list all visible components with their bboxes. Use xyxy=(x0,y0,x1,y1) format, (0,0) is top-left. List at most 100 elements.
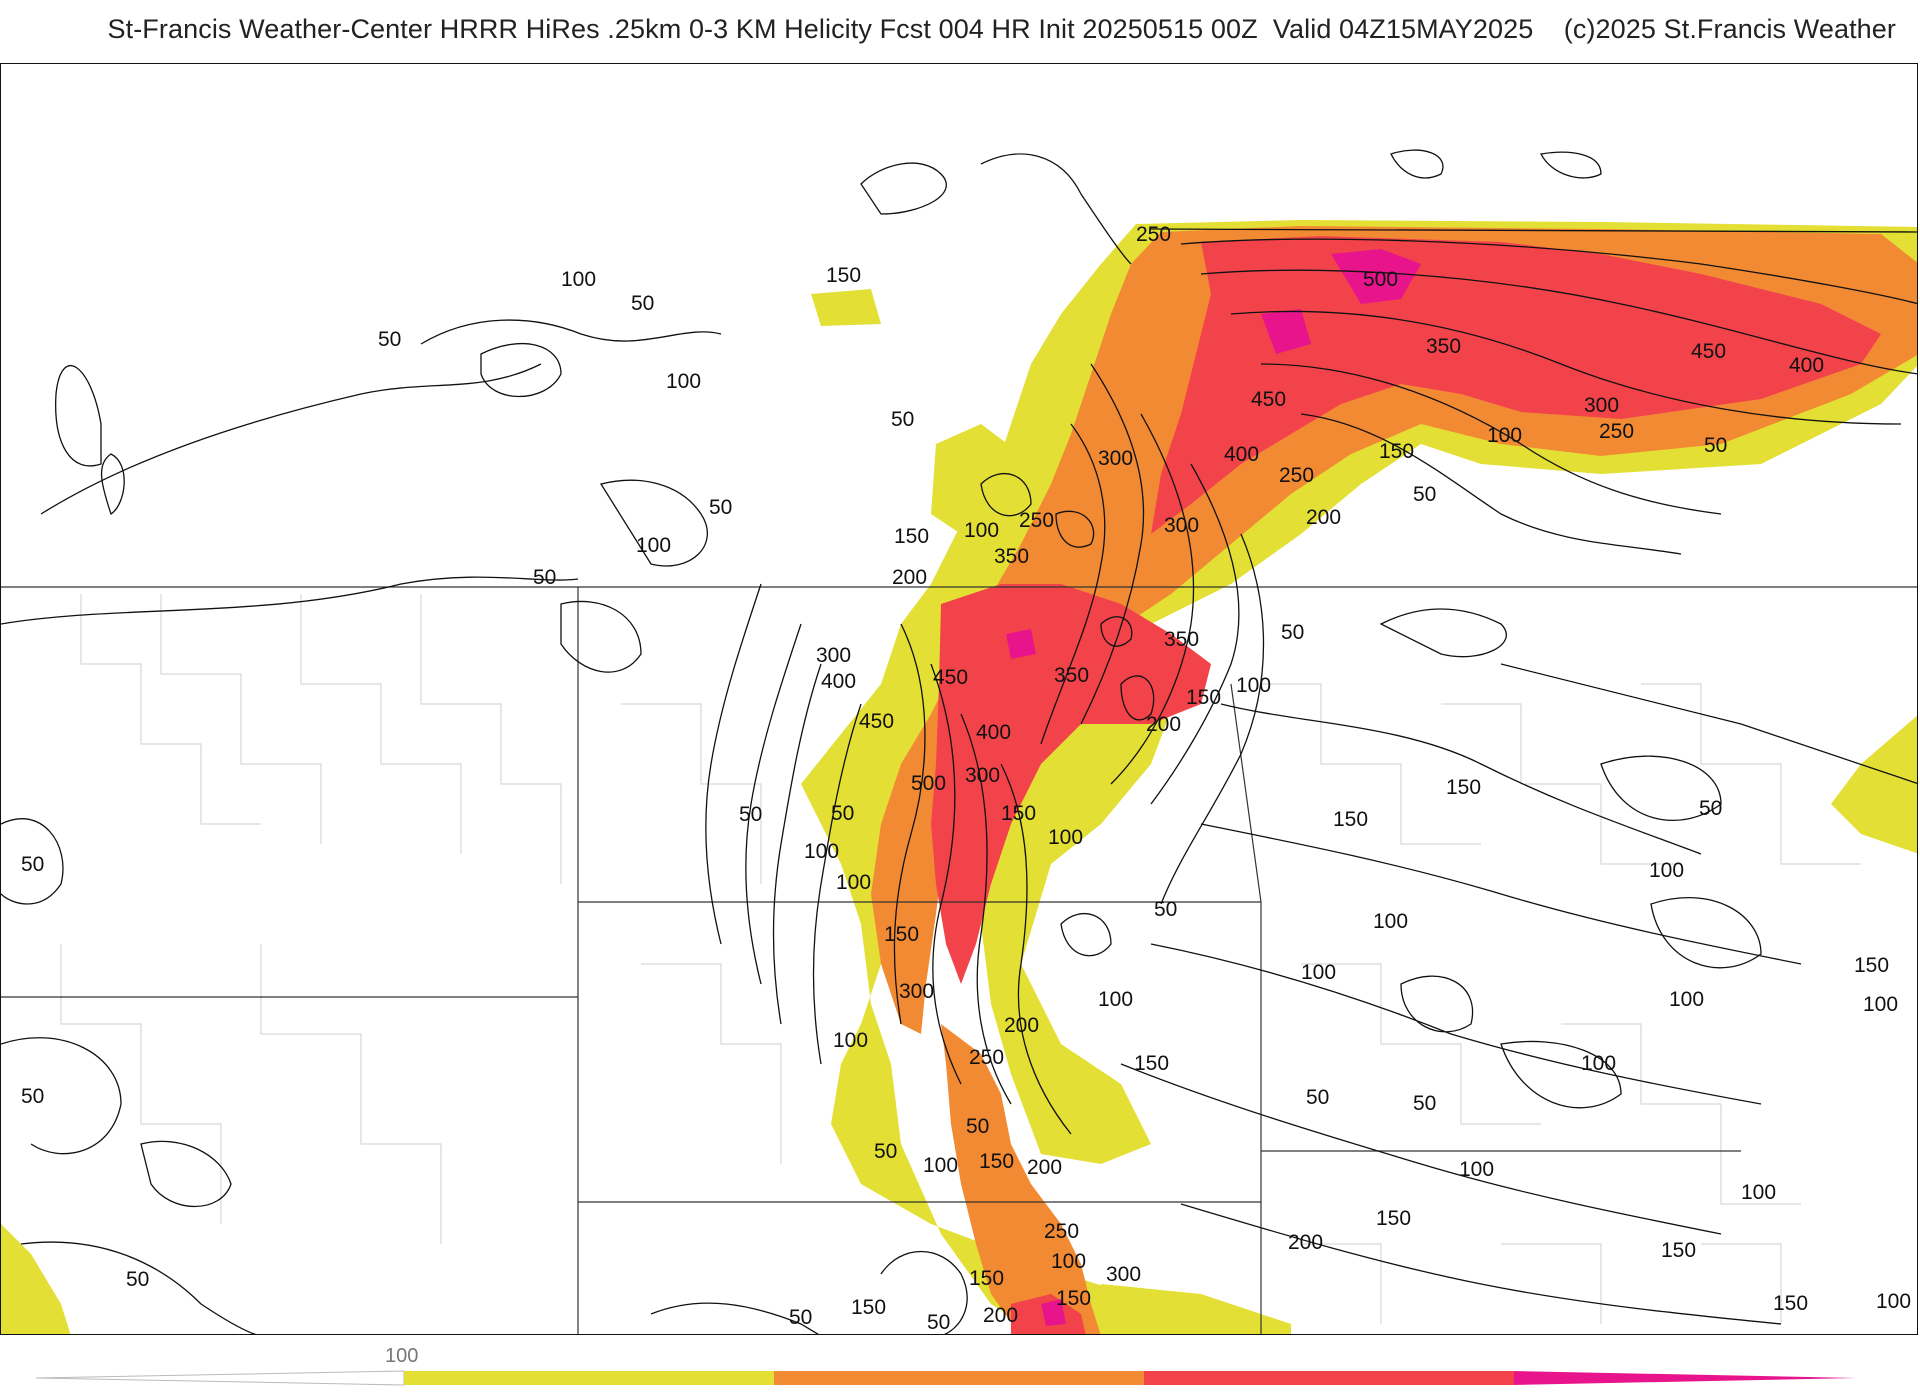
shade-yellow-blob1 xyxy=(811,289,881,326)
contour-label-100: 100 xyxy=(636,534,671,557)
contour-label-50: 50 xyxy=(789,1306,812,1329)
contour-label-300: 300 xyxy=(816,644,851,667)
contour-label-50: 50 xyxy=(831,802,854,825)
contour-label-300: 300 xyxy=(965,764,1000,787)
contour-label-150: 150 xyxy=(884,923,919,946)
contour-label-100: 100 xyxy=(1741,1181,1776,1204)
shade-magenta-2 xyxy=(1261,309,1311,354)
shade-magenta-4 xyxy=(1041,1299,1066,1326)
colorbar-bin-yellow xyxy=(404,1371,774,1385)
colorbar-tick-label: 100 xyxy=(385,1345,419,1367)
contour-label-300: 300 xyxy=(899,980,934,1003)
contour-labels: 250 150 100 50 50 500 350 450 400 100 45… xyxy=(21,223,1911,1334)
contour-label-150: 150 xyxy=(1661,1239,1696,1262)
colorbar-bin-orange xyxy=(774,1371,1144,1385)
contour-label-50: 50 xyxy=(1704,434,1727,457)
shade-magenta-3 xyxy=(1006,629,1036,659)
contour-label-200: 200 xyxy=(1004,1014,1039,1037)
contour-label-500: 500 xyxy=(911,772,946,795)
contour-label-100: 100 xyxy=(1487,424,1522,447)
contour-label-50: 50 xyxy=(631,292,654,315)
colorbar xyxy=(36,1370,1856,1386)
contour-label-100: 100 xyxy=(1098,988,1133,1011)
contour-label-350: 350 xyxy=(994,545,1029,568)
contour-label-250: 250 xyxy=(1044,1220,1079,1243)
contour-label-250: 250 xyxy=(1136,223,1171,246)
contour-label-100: 100 xyxy=(666,370,701,393)
contour-label-50: 50 xyxy=(533,566,556,589)
contour-label-100: 100 xyxy=(561,268,596,291)
contour-label-50: 50 xyxy=(927,1311,950,1334)
shade-magenta-1 xyxy=(1331,249,1421,304)
contour-label-50: 50 xyxy=(1154,898,1177,921)
contour-label-200: 200 xyxy=(983,1304,1018,1327)
helicity-shading xyxy=(1,220,1917,1334)
contour-label-150: 150 xyxy=(894,525,929,548)
shade-yellow-blob2 xyxy=(1101,1284,1291,1334)
contour-label-100: 100 xyxy=(833,1029,868,1052)
contour-label-100: 100 xyxy=(1373,910,1408,933)
contour-label-100: 100 xyxy=(923,1154,958,1177)
contour-label-150: 150 xyxy=(1773,1292,1808,1315)
contour-label-350: 350 xyxy=(1054,664,1089,687)
contour-label-200: 200 xyxy=(1306,506,1341,529)
contour-label-450: 450 xyxy=(933,666,968,689)
contour-label-150: 150 xyxy=(1056,1287,1091,1310)
contour-label-250: 250 xyxy=(969,1046,1004,1069)
contour-label-400: 400 xyxy=(821,670,856,693)
contour-label-400: 400 xyxy=(976,721,1011,744)
contour-label-250: 250 xyxy=(1019,509,1054,532)
contour-label-50: 50 xyxy=(126,1268,149,1291)
contour-label-50: 50 xyxy=(709,496,732,519)
contour-label-250: 250 xyxy=(1279,464,1314,487)
contour-label-150: 150 xyxy=(1186,686,1221,709)
contour-label-50: 50 xyxy=(21,853,44,876)
contour-label-100: 100 xyxy=(964,519,999,542)
contour-label-100: 100 xyxy=(1863,993,1898,1016)
county-borders xyxy=(60,594,1861,1324)
contour-label-100: 100 xyxy=(1236,674,1271,697)
shade-orange-south xyxy=(941,1024,1101,1334)
contour-label-100: 100 xyxy=(1669,988,1704,1011)
contour-label-350: 350 xyxy=(1164,628,1199,651)
colorbar-left-arrow xyxy=(36,1370,405,1386)
contour-label-50: 50 xyxy=(21,1085,44,1108)
contour-label-150: 150 xyxy=(979,1150,1014,1173)
contour-label-150: 150 xyxy=(1134,1052,1169,1075)
shade-red-north xyxy=(1151,236,1881,534)
contour-label-450: 450 xyxy=(859,710,894,733)
shade-yellow-east xyxy=(1831,715,1917,854)
contour-label-300: 300 xyxy=(1584,394,1619,417)
contour-label-100: 100 xyxy=(1581,1052,1616,1075)
colorbar-right-arrow xyxy=(1514,1371,1856,1385)
contour-label-50: 50 xyxy=(1306,1086,1329,1109)
contour-label-450: 450 xyxy=(1691,340,1726,363)
shade-red-core xyxy=(931,584,1211,984)
contour-label-200: 200 xyxy=(1027,1156,1062,1179)
contour-label-400: 400 xyxy=(1789,354,1824,377)
contour-label-150: 150 xyxy=(1379,440,1414,463)
state-borders xyxy=(1,586,1917,1334)
contour-label-350: 350 xyxy=(1426,335,1461,358)
shade-yellow-sw xyxy=(1,1224,71,1334)
contour-label-150: 150 xyxy=(851,1296,886,1319)
contour-label-150: 150 xyxy=(1333,808,1368,831)
shade-yellow-west xyxy=(931,424,1021,534)
contour-label-300: 300 xyxy=(1164,514,1199,537)
contour-label-50: 50 xyxy=(1699,797,1722,820)
contour-label-450: 450 xyxy=(1251,388,1286,411)
map-title: St-Francis Weather-Center HRRR HiRes .25… xyxy=(107,14,1896,44)
contour-label-150: 150 xyxy=(1001,802,1036,825)
contour-label-50: 50 xyxy=(739,803,762,826)
contour-label-100: 100 xyxy=(1301,961,1336,984)
contour-label-50: 50 xyxy=(1413,1092,1436,1115)
contour-label-200: 200 xyxy=(1288,1231,1323,1254)
contour-label-100: 100 xyxy=(1051,1250,1086,1273)
contour-label-50: 50 xyxy=(874,1140,897,1163)
contour-label-150: 150 xyxy=(826,264,861,287)
map-panel: 250 150 100 50 50 500 350 450 400 100 45… xyxy=(0,63,1918,1335)
contour-label-100: 100 xyxy=(804,840,839,863)
contour-label-100: 100 xyxy=(836,871,871,894)
colorbar-bin-red xyxy=(1144,1371,1514,1385)
contour-label-100: 100 xyxy=(1459,1158,1494,1181)
